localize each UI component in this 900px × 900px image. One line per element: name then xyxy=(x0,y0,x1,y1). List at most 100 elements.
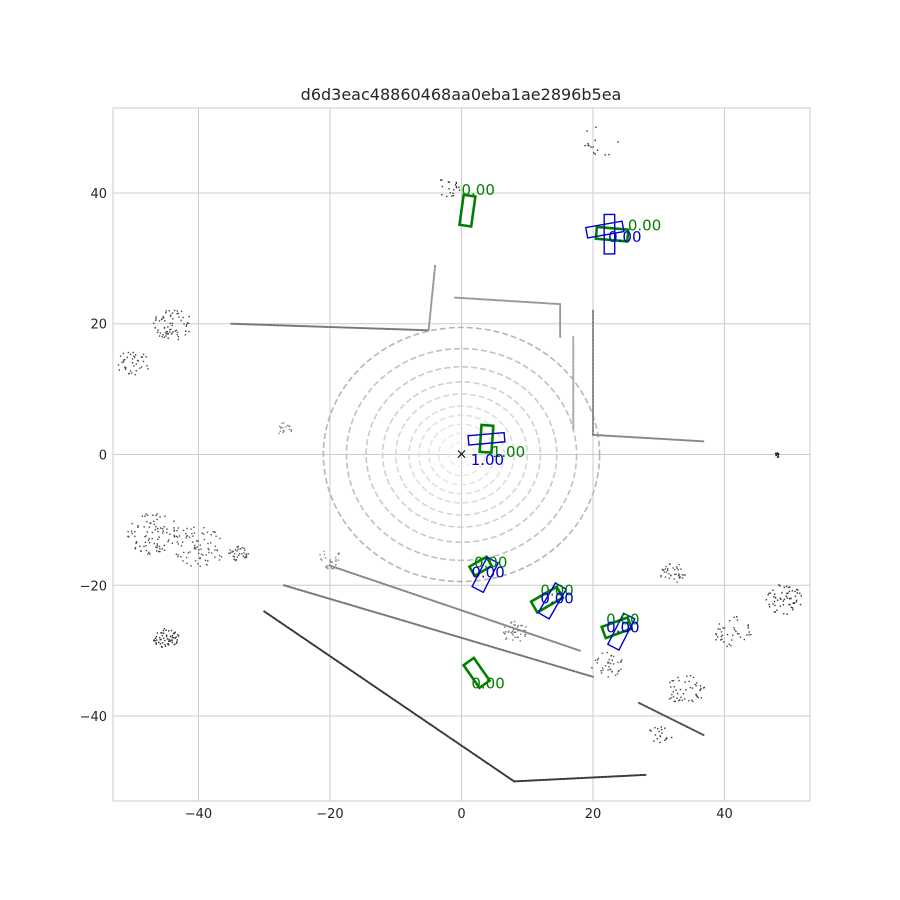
lidar-point xyxy=(171,542,174,544)
lidar-point xyxy=(777,454,779,456)
lidar-point xyxy=(325,565,328,567)
lidar-point xyxy=(683,574,685,576)
lidar-point xyxy=(197,540,199,543)
lidar-point xyxy=(658,730,660,733)
lidar-point xyxy=(331,561,333,564)
y-tick-label: −40 xyxy=(80,710,107,725)
lidar-point xyxy=(247,553,250,555)
lidar-point xyxy=(165,635,168,638)
lidar-ring xyxy=(394,393,529,516)
lidar-point xyxy=(187,322,190,325)
lidar-point xyxy=(155,319,157,322)
lidar-point xyxy=(777,456,780,458)
lidar-point xyxy=(175,636,177,638)
lidar-point xyxy=(659,741,661,744)
lidar-point xyxy=(795,588,798,591)
lidar-point xyxy=(165,310,167,312)
lidar-point xyxy=(163,326,166,329)
lidar-point xyxy=(152,520,155,523)
lidar-point xyxy=(174,631,176,633)
lidar-point xyxy=(166,333,168,335)
lidar-point xyxy=(618,669,620,672)
lidar-point xyxy=(747,624,749,626)
lidar-point xyxy=(146,365,148,367)
lidar-point xyxy=(286,424,289,427)
lidar-point xyxy=(503,631,505,634)
lidar-point xyxy=(337,559,340,561)
lidar-point xyxy=(503,632,506,635)
lidar-point xyxy=(153,542,156,545)
lidar-point xyxy=(155,514,157,517)
lidar-point xyxy=(162,317,165,319)
lidar-point xyxy=(161,634,163,637)
lidar-point xyxy=(726,633,729,636)
lidar-point xyxy=(739,636,742,638)
lidar-point xyxy=(182,529,185,532)
lidar-point xyxy=(662,569,665,571)
lidar-point xyxy=(660,575,662,578)
lidar-point xyxy=(164,331,167,334)
lidar-point xyxy=(799,603,802,606)
lidar-point xyxy=(171,636,174,639)
ground-truth-boxes xyxy=(457,193,634,690)
lidar-point xyxy=(228,552,230,554)
lidar-point xyxy=(190,565,192,567)
lidar-point xyxy=(697,696,699,699)
lidar-structure xyxy=(453,296,562,306)
lidar-point xyxy=(143,545,145,548)
lidar-point xyxy=(733,627,735,629)
lidar-point xyxy=(510,631,512,634)
lidar-point xyxy=(241,553,243,555)
lidar-point xyxy=(722,627,724,629)
lidar-point xyxy=(204,559,207,562)
lidar-point xyxy=(191,541,194,543)
lidar-point xyxy=(158,536,160,538)
lidar-point xyxy=(171,324,173,327)
lidar-point xyxy=(609,668,611,670)
lidar-point xyxy=(279,430,282,432)
lidar-point xyxy=(668,698,671,700)
lidar-point xyxy=(689,686,692,689)
lidar-point xyxy=(177,635,180,637)
lidar-point xyxy=(795,601,797,603)
lidar-point xyxy=(238,552,241,555)
lidar-point xyxy=(664,727,666,729)
lidar-point xyxy=(205,554,207,556)
lidar-point xyxy=(206,531,209,534)
lidar-point xyxy=(149,541,151,544)
lidar-point xyxy=(189,551,191,553)
lidar-point xyxy=(194,560,197,562)
lidar-point xyxy=(152,514,154,516)
lidar-point xyxy=(692,700,694,703)
y-tick-label: −20 xyxy=(80,579,107,594)
lidar-point xyxy=(140,356,143,358)
lidar-point xyxy=(170,629,173,632)
lidar-point-clusters xyxy=(117,126,802,744)
lidar-point xyxy=(174,330,176,332)
lidar-point xyxy=(735,630,737,633)
lidar-point xyxy=(786,597,788,599)
lidar-point xyxy=(681,577,684,579)
lidar-point xyxy=(234,559,237,562)
lidar-point xyxy=(617,141,619,143)
lidar-point xyxy=(165,312,167,314)
lidar-point xyxy=(146,531,149,533)
lidar-point xyxy=(773,611,776,613)
lidar-point xyxy=(607,661,609,663)
lidar-point xyxy=(324,557,327,559)
x-tick-label: 40 xyxy=(716,807,733,822)
ground-truth-score-label: 0.00 xyxy=(471,675,504,693)
lidar-point xyxy=(147,553,149,555)
lidar-point xyxy=(180,319,182,322)
lidar-point xyxy=(214,545,217,547)
lidar-point xyxy=(140,550,142,553)
lidar-point xyxy=(621,659,623,661)
lidar-point xyxy=(789,603,791,606)
lidar-point xyxy=(173,529,175,531)
ground-truth-score-label: 1.00 xyxy=(492,443,525,461)
lidar-cluster xyxy=(175,526,223,567)
lidar-structure xyxy=(592,433,706,443)
lidar-point xyxy=(185,537,187,539)
lidar-point xyxy=(163,544,166,547)
